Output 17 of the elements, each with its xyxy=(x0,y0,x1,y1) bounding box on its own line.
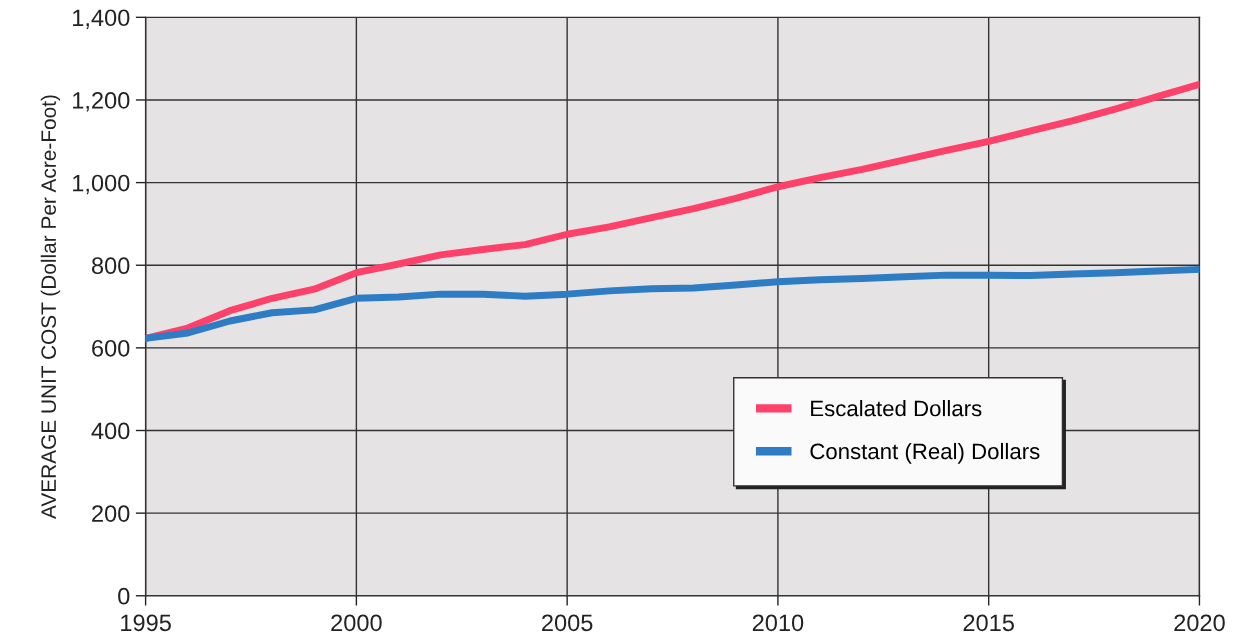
x-tick-label: 2000 xyxy=(331,614,382,632)
x-tick-label: 2020 xyxy=(1174,614,1225,632)
x-tick-label: 2015 xyxy=(963,614,1014,632)
y-axis-title: AVERAGE UNIT COST (Dollar Per Acre-Foot) xyxy=(40,95,61,519)
y-tick-label: 1,000 xyxy=(73,174,130,195)
y-tick-label: 800 xyxy=(91,257,130,275)
y-tick-label: 600 xyxy=(92,339,130,357)
x-tick-label: 2005 xyxy=(542,614,593,632)
y-tick-label: 1,400 xyxy=(73,9,130,29)
y-tick-label: 0 xyxy=(118,587,130,605)
y-tick-label: 1,200 xyxy=(73,92,130,112)
y-tick-label: 400 xyxy=(91,422,130,440)
x-tick-label: 1995 xyxy=(121,614,171,632)
legend-label: Constant (Real) Dollars xyxy=(810,442,1040,464)
x-tick-label: 2010 xyxy=(752,614,804,632)
y-tick-label: 200 xyxy=(92,505,130,522)
legend-label: Escalated Dollars xyxy=(811,400,982,417)
